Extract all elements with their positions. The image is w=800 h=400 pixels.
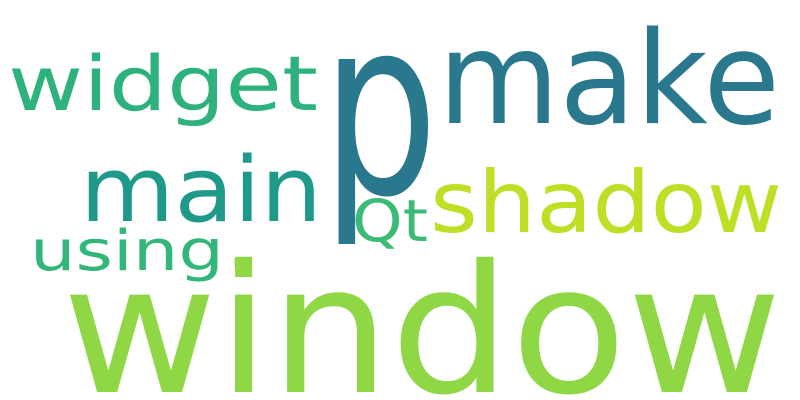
- word-p: p: [322, 0, 438, 251]
- word-shadow: shadow: [430, 153, 782, 253]
- word-main: main: [80, 138, 322, 243]
- word-make: make: [438, 5, 780, 154]
- word-using: using: [30, 219, 224, 284]
- word-window: window: [62, 227, 782, 400]
- word-widget: widget: [8, 39, 318, 128]
- word-period: .: [228, 208, 248, 281]
- word-qt: Qt: [352, 187, 428, 255]
